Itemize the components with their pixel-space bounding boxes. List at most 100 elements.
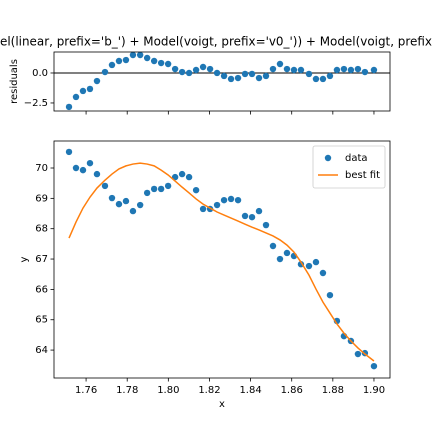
data-point [213,201,221,209]
x-tick-label: 1.76 [75,385,97,396]
data-point [178,170,186,178]
data-point [93,77,101,85]
data-point [164,182,172,190]
legend-label: best fit [345,170,380,181]
data-point [157,59,165,67]
data-point [199,205,207,213]
data-point [297,66,305,74]
data-point [192,186,200,194]
data-point [340,65,348,73]
data-point [65,148,73,156]
y-tick-label: 66 [35,284,48,295]
y-tick-label: 70 [35,163,48,174]
legend-label: data [345,153,368,164]
x-tick-label: 1.86 [281,385,303,396]
data-point [86,85,94,93]
x-tick-label: 1.90 [363,385,385,396]
y-tick-label: 0.0 [32,68,48,79]
data-point [227,75,235,83]
data-point [283,65,291,73]
data-point [79,87,87,95]
data-point [122,197,130,205]
data-point [150,57,158,65]
data-point [326,291,334,299]
data-point [108,61,116,69]
chart-title: el(linear, prefix='b_') + Model(voigt, p… [0,35,432,49]
x-axis-label: x [219,399,225,410]
data-point [185,173,193,181]
data-point [136,201,144,209]
data-point [255,74,263,82]
data-point [312,258,320,266]
data-point [347,66,355,74]
y-tick-label: −2.5 [24,98,48,109]
fit-line [68,162,375,362]
data-point [115,57,123,65]
y-axis-label: y [19,256,30,262]
data-point [276,60,284,68]
y-tick-label: 69 [35,193,48,204]
data-point [164,60,172,68]
data-point [178,68,186,76]
data-point [101,182,109,190]
data-point [305,262,313,270]
data-point [290,66,298,74]
y-tick-label: 65 [35,315,48,326]
legend-box [312,145,386,189]
data-point [115,200,123,208]
data-point [65,103,73,111]
data-point [129,52,137,59]
data-point [333,66,341,74]
x-tick-label: 1.82 [198,385,220,396]
data-point [150,185,158,193]
data-point [262,72,270,80]
axes-frame [53,51,391,112]
data-point [354,350,362,358]
plot-area [54,52,390,111]
data-point [199,63,207,71]
data-point [122,56,130,64]
legend-swatch [324,154,332,162]
data-point [72,164,80,172]
data-point [326,72,334,80]
data-point [171,65,179,73]
data-point [86,159,94,167]
y-tick-label: 68 [35,224,48,235]
y-axis-label: residuals [9,59,20,104]
data-point [269,242,277,250]
x-tick-label: 1.88 [322,385,344,396]
data-point [370,362,378,370]
data-point [312,75,320,83]
data-point [220,72,228,80]
data-point [255,207,263,215]
data-point [248,70,256,78]
plot-area [65,148,378,370]
y-tick-label: 64 [35,345,48,356]
data-point [305,70,313,78]
data-point [93,170,101,178]
x-tick-label: 1.84 [239,385,261,396]
data-point [157,185,165,193]
x-tick-label: 1.78 [116,385,138,396]
data-point [185,69,193,77]
data-point [213,69,221,77]
data-point [354,65,362,73]
data-point [241,70,249,78]
data-point [370,66,378,74]
data-point [79,166,87,174]
data-point [143,54,151,62]
data-point [319,269,327,277]
data-point [262,221,270,229]
data-point [72,93,80,101]
data-point [220,196,228,204]
data-point [276,255,284,263]
data-point [234,196,242,204]
data-point [227,195,235,203]
data-point [319,75,327,83]
y-tick-label: 67 [35,254,48,265]
data-point [192,66,200,74]
data-point [241,212,249,220]
data-point [206,65,214,73]
